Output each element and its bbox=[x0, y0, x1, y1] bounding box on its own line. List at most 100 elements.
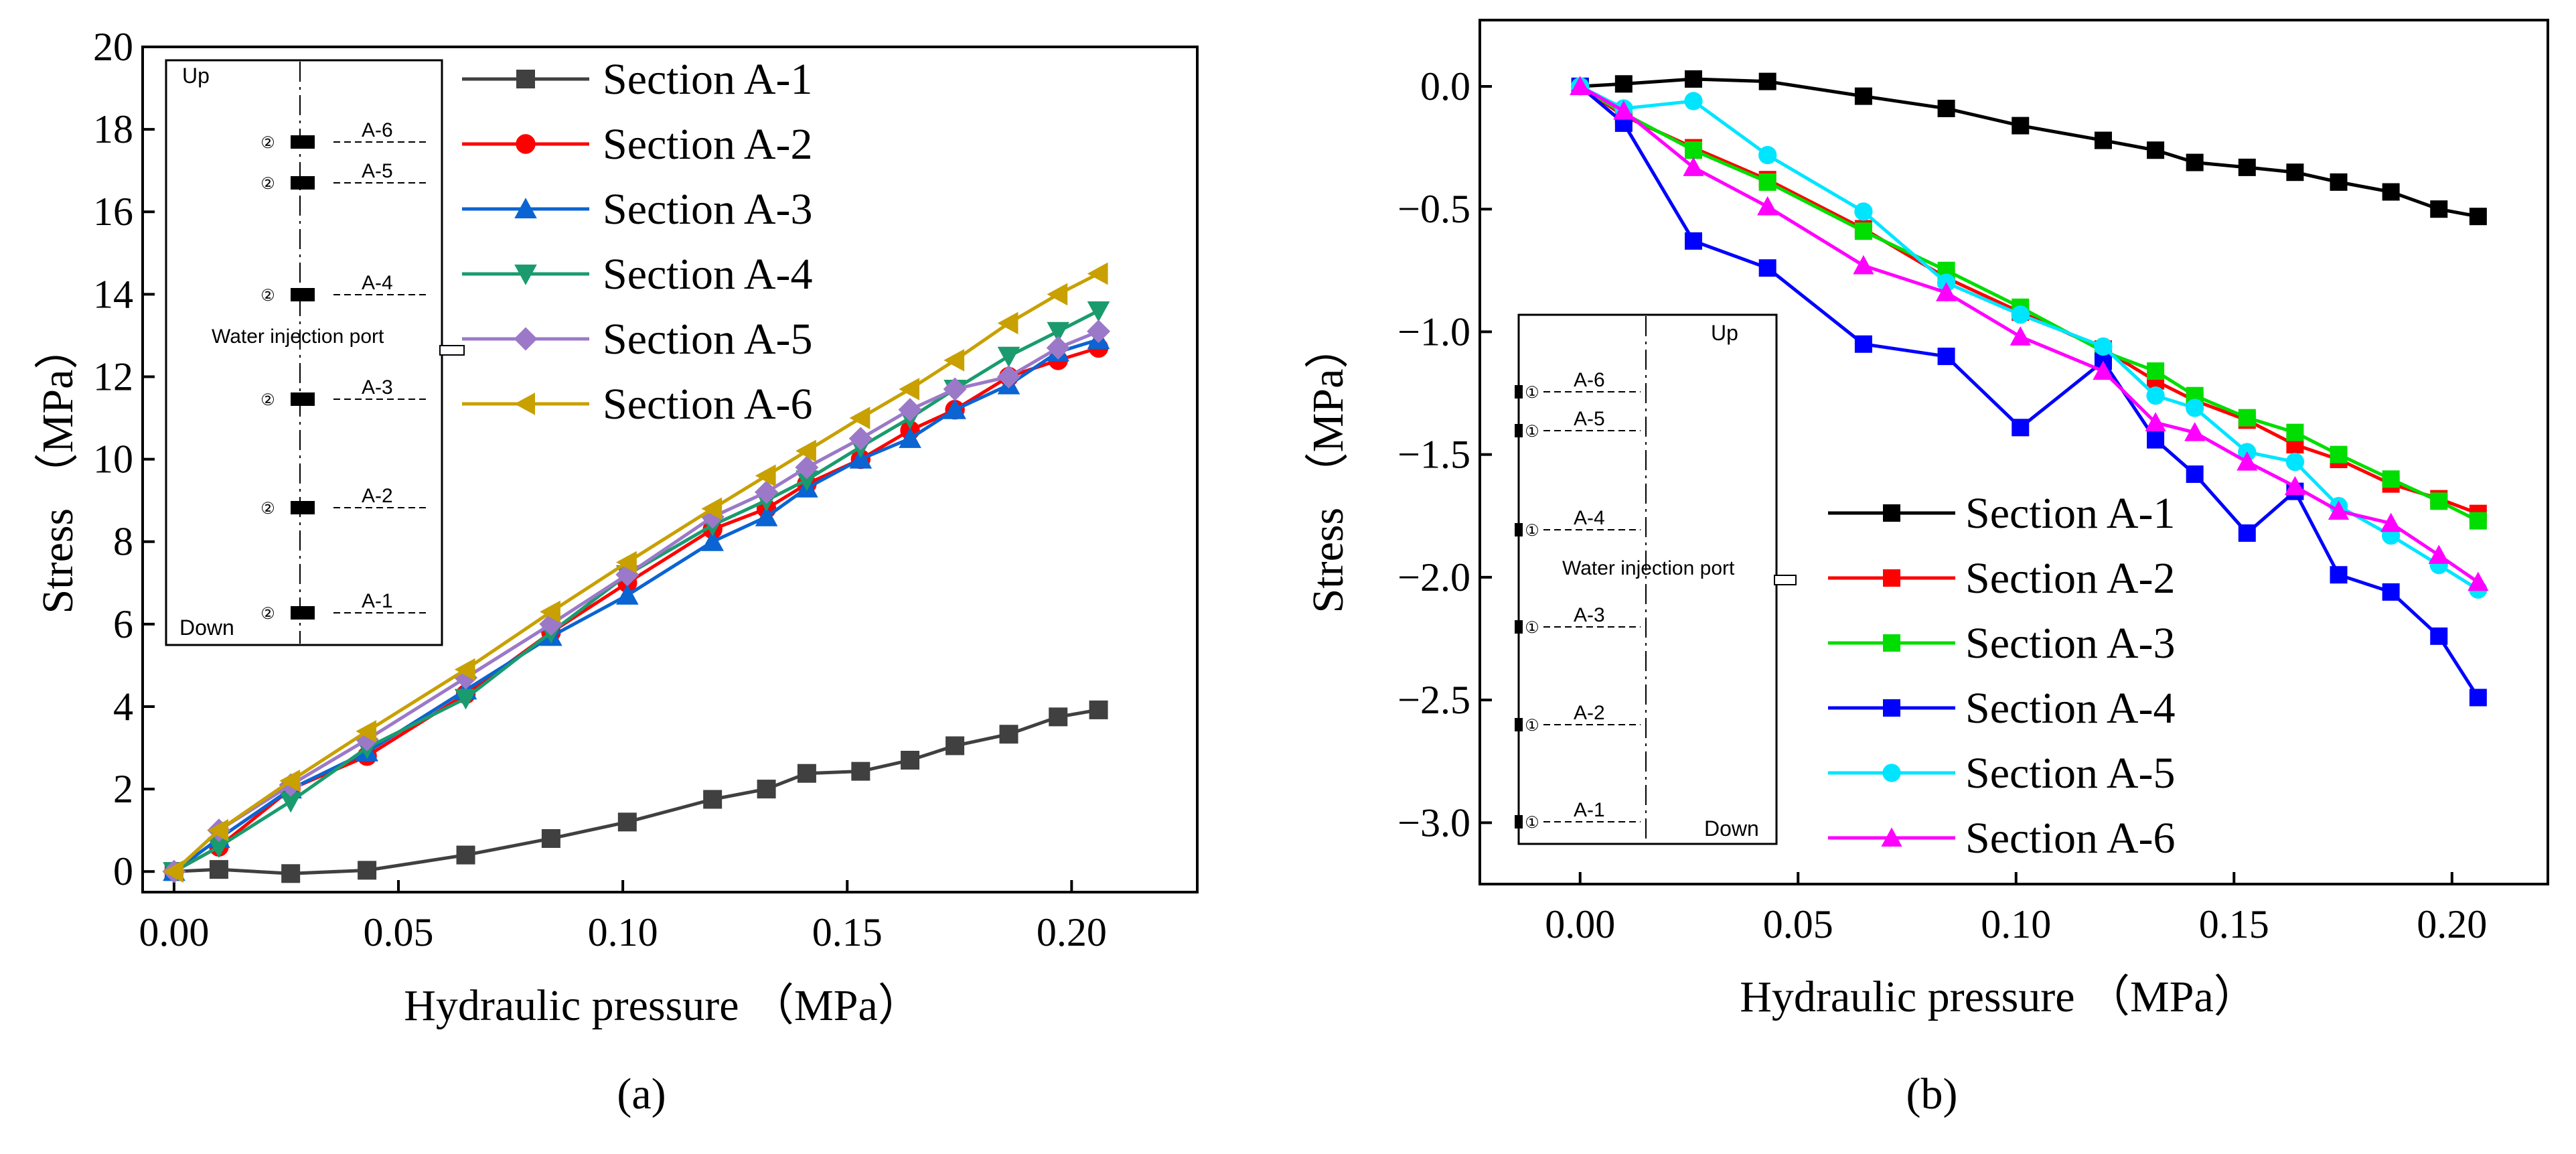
inset-rows-a: ② A-6 ② A-5 ② A-4 ② A-3 ② A-2 ② A-1 bbox=[260, 119, 429, 623]
legend-item-b-6: Section A-6 bbox=[1828, 814, 2175, 863]
data-point bbox=[2428, 545, 2449, 564]
data-point bbox=[2186, 153, 2204, 171]
data-point bbox=[2186, 465, 2204, 483]
gauge-mark: ② bbox=[260, 605, 275, 623]
legend-item-a-6: Section A-6 bbox=[462, 380, 812, 429]
inset-row-b-A-5: ① A-5 bbox=[1515, 408, 1641, 441]
data-point bbox=[456, 845, 475, 865]
y-tick-label-a: 16 bbox=[93, 190, 133, 234]
x-tick-label-b: 0.15 bbox=[2199, 902, 2269, 946]
inset-row-b-A-1: ① A-1 bbox=[1515, 799, 1641, 832]
section-label: A-5 bbox=[362, 160, 393, 182]
data-point bbox=[2011, 305, 2030, 324]
data-point bbox=[1087, 301, 1110, 322]
data-point bbox=[1758, 72, 1776, 90]
y-axis-label-b: Stress （MPa） bbox=[1304, 325, 1353, 614]
legend-item-b-5: Section A-5 bbox=[1828, 749, 2175, 798]
y-tick-label-b: −1.0 bbox=[1397, 309, 1470, 354]
data-point bbox=[616, 551, 637, 574]
y-tick-label-a: 14 bbox=[93, 272, 133, 316]
data-point bbox=[1935, 282, 1957, 301]
gauge-block bbox=[291, 288, 315, 301]
legend-marker bbox=[1883, 699, 1900, 717]
y-tick-label-b: 0.0 bbox=[1420, 64, 1470, 109]
data-point bbox=[281, 864, 301, 883]
data-point bbox=[616, 583, 639, 605]
data-point bbox=[279, 792, 302, 813]
y-tick-label-a: 6 bbox=[113, 602, 133, 646]
legend-label: Section A-5 bbox=[1965, 749, 2175, 798]
data-point bbox=[1685, 141, 1702, 159]
data-point bbox=[849, 447, 873, 469]
gauge-block bbox=[291, 135, 315, 149]
data-point bbox=[2012, 117, 2030, 135]
y-tick-label-a: 10 bbox=[93, 437, 133, 482]
data-point bbox=[2145, 412, 2166, 432]
data-point bbox=[945, 736, 965, 755]
x-tick-label-a: 0.20 bbox=[1037, 910, 1107, 954]
data-point bbox=[2147, 362, 2165, 380]
x-tick-label-b: 0.20 bbox=[2417, 902, 2487, 946]
legend-item-a-4: Section A-4 bbox=[462, 250, 812, 299]
data-point bbox=[2469, 689, 2487, 707]
section-label: A-1 bbox=[362, 590, 393, 612]
y-axis-a: 0 2 4 6 8 10 12 14 16 18 20 bbox=[93, 25, 155, 893]
inset-diagram-a: Up Down Water injection port ② A-6 ② A-5 ② A-… bbox=[165, 59, 465, 646]
series-line bbox=[1580, 77, 2479, 218]
legend-label: Section A-4 bbox=[603, 250, 812, 299]
section-label: A-5 bbox=[1574, 408, 1605, 430]
legend-label: Section A-2 bbox=[603, 120, 812, 169]
data-point bbox=[2468, 571, 2489, 591]
data-point bbox=[2237, 451, 2258, 471]
data-point bbox=[795, 470, 818, 492]
data-point bbox=[2184, 422, 2206, 441]
data-point bbox=[540, 600, 560, 624]
data-point bbox=[1854, 202, 1873, 221]
section-label: A-1 bbox=[1574, 799, 1605, 821]
series-line bbox=[1579, 84, 2479, 522]
section-label: A-2 bbox=[362, 485, 393, 507]
legend-marker bbox=[514, 327, 538, 351]
inset-row-a-A-3: ② A-3 bbox=[260, 376, 429, 409]
legend-marker bbox=[1882, 764, 1901, 782]
legend-label: Section A-1 bbox=[1965, 489, 2175, 538]
panel-b: 0.0 −0.5 −1.0 −1.5 −2.0 −2.5 −3.0 0.00 0.05 0.10… bbox=[1304, 19, 2549, 1119]
data-point bbox=[997, 364, 1021, 388]
gauge-mark: ② bbox=[260, 175, 275, 193]
section-label: A-3 bbox=[362, 376, 393, 399]
data-point bbox=[2382, 583, 2400, 601]
data-point bbox=[849, 407, 870, 429]
data-point bbox=[163, 860, 183, 883]
data-point bbox=[2330, 566, 2348, 584]
inset-port-label-a: Water injection port bbox=[212, 326, 384, 348]
inset-row-a-A-1: ② A-1 bbox=[260, 590, 429, 623]
inset-row-a-A-2: ② A-2 bbox=[260, 485, 429, 518]
data-point bbox=[899, 427, 921, 448]
data-point bbox=[997, 311, 1018, 335]
data-point bbox=[2010, 326, 2031, 346]
data-point bbox=[2146, 386, 2165, 405]
legend-item-b-1: Section A-1 bbox=[1828, 489, 2175, 538]
data-point bbox=[1854, 335, 1872, 353]
inset-top-label-a: Up bbox=[182, 64, 210, 88]
x-axis-a: 0.00 0.05 0.10 0.15 0.20 bbox=[139, 880, 1107, 954]
series-group-b bbox=[1570, 70, 2489, 707]
data-point bbox=[208, 837, 230, 859]
legend-item-b-3: Section A-3 bbox=[1828, 619, 2175, 668]
y-tick-label-a: 20 bbox=[93, 25, 133, 69]
data-point bbox=[899, 378, 920, 401]
inset-frame-a bbox=[165, 59, 443, 646]
data-point bbox=[755, 480, 779, 504]
data-point bbox=[2093, 360, 2114, 380]
inset-row-a-A-5: ② A-5 bbox=[260, 160, 429, 193]
gauge-block bbox=[1515, 718, 1523, 731]
legend-marker bbox=[1883, 504, 1900, 522]
gauge-mark: ① bbox=[1525, 814, 1539, 832]
legend-label: Section A-6 bbox=[603, 380, 812, 429]
data-point bbox=[2382, 470, 2400, 488]
inset-port-marker-a bbox=[439, 345, 465, 356]
x-axis-b: 0.00 0.05 0.10 0.15 0.20 bbox=[1545, 872, 2487, 946]
data-point bbox=[2430, 200, 2448, 218]
x-tick-label-b: 0.00 bbox=[1545, 902, 1615, 946]
series-line bbox=[173, 346, 1100, 873]
